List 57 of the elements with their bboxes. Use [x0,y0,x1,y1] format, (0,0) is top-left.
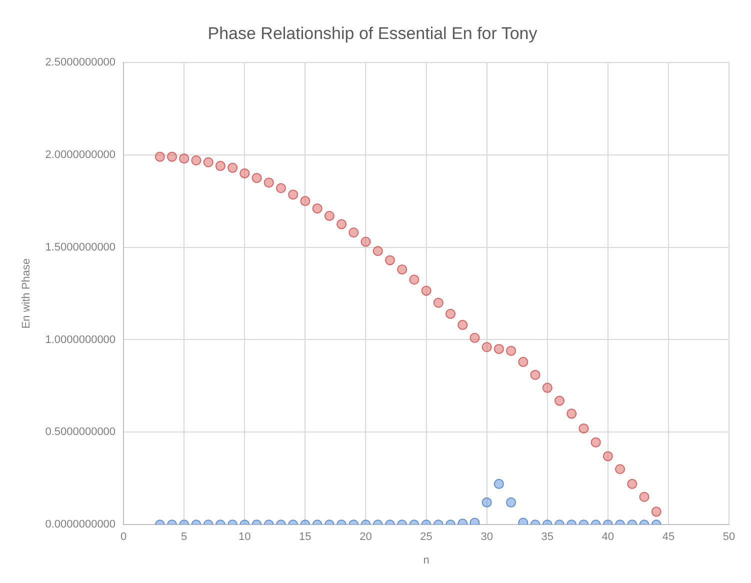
x-tick-label: 35 [541,531,554,544]
point [482,342,492,352]
point [166,152,177,162]
point [348,227,359,238]
point [154,152,165,162]
y-tick-label: 1.5000000000 [45,241,116,254]
point [530,370,540,380]
x-tick-label: 25 [420,531,432,544]
point [384,255,395,266]
x-tick-label: 0 [120,531,127,544]
y-tick-label: 0.0000000000 [45,518,116,531]
chart-title: Phase Relationship of Essential En for Tony [208,24,538,43]
point [494,344,504,354]
point [240,168,250,178]
point [203,157,214,168]
point [360,236,371,247]
point [518,356,528,367]
y-tick-label: 0.5000000000 [45,426,116,438]
point [409,274,420,285]
x-tick-label: 40 [602,531,614,544]
point [542,382,552,393]
x-tick-label: 10 [238,531,251,544]
x-tick-label: 50 [722,531,736,544]
point [288,190,298,200]
point [578,423,589,434]
x-axis-title: n [423,554,430,566]
point [179,154,190,164]
point [590,437,601,448]
y-tick-label: 2.5000000000 [45,56,116,68]
y-tick-label: 1.0000000000 [45,334,116,346]
point [566,408,577,419]
point [445,308,456,319]
point [300,196,310,206]
point [433,298,444,308]
x-tick-label: 30 [480,531,493,544]
point [421,286,432,296]
point [228,162,238,173]
point [191,155,202,166]
point [470,332,480,343]
y-axis-title: En with Phase [20,258,33,329]
point [372,246,383,256]
x-tick-label: 15 [299,531,312,544]
x-tick-label: 45 [662,531,675,544]
point [554,396,564,406]
point [264,178,274,188]
y-tick-label: 2.0000000000 [45,148,116,161]
point [506,346,516,356]
x-tick-label: 20 [360,531,372,544]
point [215,160,226,171]
point [336,219,347,230]
point [397,264,408,274]
point [276,183,286,194]
point [252,172,262,183]
point [458,320,468,330]
x-tick-label: 5 [181,531,188,544]
point [312,203,322,214]
point [324,210,334,221]
